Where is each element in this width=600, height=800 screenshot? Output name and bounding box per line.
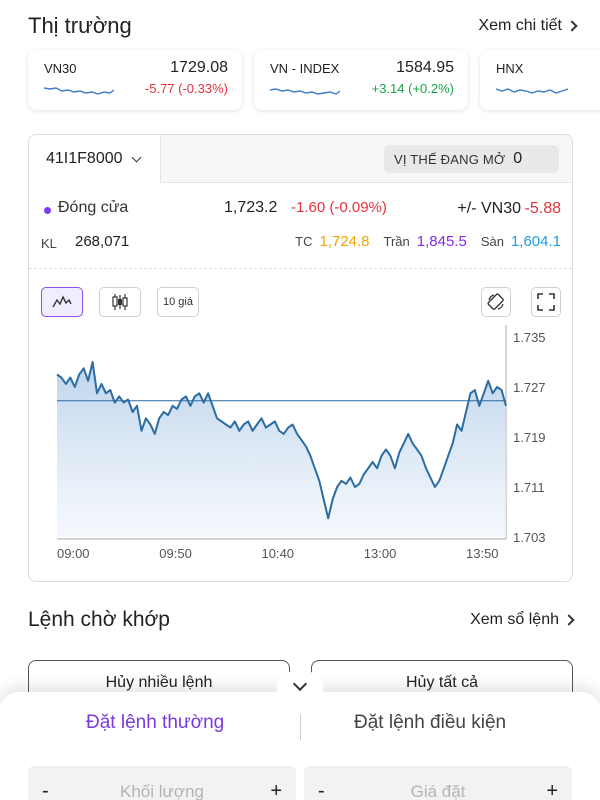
open-position-badge: VỊ THẾ ĐANG MỞ 0 bbox=[384, 145, 559, 173]
quantity-minus-button[interactable]: - bbox=[42, 780, 49, 800]
index-card-vn30[interactable]: VN30 1729.08 -5.77 (-0.33%) bbox=[28, 50, 242, 110]
price-range-row: KL 268,071 TC 1,724.8 Trần 1,845.5 Sàn 1… bbox=[41, 233, 561, 255]
pending-orders-title: Lệnh chờ khớp bbox=[28, 608, 170, 631]
market-header: Thị trường Xem chi tiết bbox=[28, 10, 578, 42]
rotate-screen-button[interactable] bbox=[481, 287, 511, 317]
floor-label: Sàn bbox=[480, 234, 504, 249]
depth-10-label: 10 giá bbox=[163, 296, 193, 308]
price-line bbox=[56, 361, 507, 520]
open-position-label: VỊ THẾ ĐANG MỞ bbox=[394, 151, 506, 167]
market-title: Thị trường bbox=[28, 13, 132, 38]
vn30-diff-label: +/- VN30 bbox=[457, 200, 521, 217]
quantity-plus-button[interactable]: + bbox=[270, 780, 282, 800]
candlestick-button[interactable] bbox=[99, 287, 141, 317]
depth-10-button[interactable]: 10 giá bbox=[157, 287, 199, 317]
x-tick-labels: 09:00 09:50 10:40 13:00 13:50 bbox=[57, 546, 499, 561]
chevron-right-icon bbox=[563, 614, 575, 626]
symbol-label: 41I1F8000 bbox=[46, 150, 123, 167]
sparkline-icon bbox=[496, 88, 568, 94]
close-label: Đóng cửa bbox=[58, 199, 129, 216]
price-area bbox=[57, 362, 506, 537]
index-name: VN30 bbox=[44, 61, 77, 76]
order-book-label: Xem sổ lệnh bbox=[470, 611, 559, 628]
vn30-diff-value: -5.88 bbox=[524, 200, 561, 217]
y-tick-label: 1.719 bbox=[513, 430, 546, 445]
chart-toolbar: 10 giá bbox=[41, 287, 561, 317]
tab-normal-order[interactable]: Đặt lệnh thường bbox=[86, 712, 225, 733]
index-change: +3.14 (+0.2%) bbox=[371, 81, 454, 96]
index-card-row[interactable]: VN30 1729.08 -5.77 (-0.33%) VN - INDEX 1… bbox=[28, 50, 600, 112]
line-chart-button[interactable] bbox=[41, 287, 83, 317]
index-card-hnx[interactable]: HNX bbox=[480, 50, 600, 110]
fullscreen-icon bbox=[537, 293, 555, 311]
floor-value: 1,604.1 bbox=[510, 233, 561, 250]
x-tick-label: 09:00 bbox=[57, 546, 90, 561]
index-name: VN - INDEX bbox=[270, 61, 340, 76]
fullscreen-button[interactable] bbox=[531, 287, 561, 317]
volume-label: KL bbox=[41, 236, 57, 251]
price-placeholder: Giá đặt bbox=[410, 782, 466, 800]
index-change: -5.77 (-0.33%) bbox=[144, 81, 228, 96]
price-plus-button[interactable]: + bbox=[546, 780, 558, 800]
tab-conditional-order[interactable]: Đặt lệnh điều kiện bbox=[354, 712, 507, 733]
order-book-link[interactable]: Xem sổ lệnh bbox=[470, 611, 575, 629]
ref-value: 1,724.8 bbox=[319, 233, 370, 250]
market-more-link[interactable]: Xem chi tiết bbox=[478, 17, 578, 35]
price-levels: TC 1,724.8 Trần 1,845.5 Sàn 1,604.1 bbox=[295, 233, 561, 250]
ref-label: TC bbox=[295, 234, 313, 249]
ceiling-value: 1,845.5 bbox=[416, 233, 467, 250]
x-tick-label: 13:00 bbox=[364, 546, 397, 561]
order-type-tabs: Đặt lệnh thường Đặt lệnh điều kiện bbox=[0, 708, 600, 744]
price-minus-button[interactable]: - bbox=[318, 780, 325, 800]
contract-card: 41I1F8000 VỊ THẾ ĐANG MỞ 0 Đóng cửa 1,72… bbox=[28, 134, 573, 582]
index-price: 1729.08 bbox=[170, 59, 228, 76]
close-dot-icon bbox=[44, 207, 51, 214]
volume-value: 268,071 bbox=[75, 233, 130, 250]
chevron-right-icon bbox=[566, 20, 578, 32]
chevron-down-icon bbox=[131, 152, 141, 162]
y-tick-label: 1.735 bbox=[513, 330, 546, 345]
ceiling-label: Trần bbox=[383, 234, 410, 249]
x-tick-label: 09:50 bbox=[159, 546, 192, 561]
y-tick-labels: 1.735 1.727 1.719 1.711 1.703 bbox=[513, 330, 546, 545]
price-stepper[interactable]: - Giá đặt + bbox=[304, 766, 572, 800]
price-chart[interactable]: 1.735 1.727 1.719 1.711 1.703 09:00 09:50 10:4… bbox=[29, 325, 574, 565]
chevron-down-icon bbox=[292, 676, 308, 692]
market-more-label: Xem chi tiết bbox=[478, 17, 562, 34]
sparkline-icon bbox=[270, 88, 340, 95]
pending-orders-header: Lệnh chờ khớp Xem sổ lệnh bbox=[28, 604, 575, 636]
quantity-placeholder: Khối lượng bbox=[120, 782, 204, 800]
index-name: HNX bbox=[496, 61, 524, 76]
candlestick-icon bbox=[112, 294, 128, 310]
close-change: -1.60 (-0.09%) bbox=[291, 199, 387, 216]
quantity-stepper[interactable]: - Khối lượng + bbox=[28, 766, 296, 800]
index-price: 1584.95 bbox=[396, 59, 454, 76]
x-tick-label: 13:50 bbox=[466, 546, 499, 561]
x-tick-label: 10:40 bbox=[262, 546, 295, 561]
open-position-value: 0 bbox=[513, 150, 523, 167]
contract-toolbar: 41I1F8000 VỊ THẾ ĐANG MỞ 0 bbox=[29, 135, 572, 183]
rotate-screen-icon bbox=[487, 293, 504, 310]
line-chart-icon bbox=[52, 295, 72, 308]
collapse-sheet-button[interactable] bbox=[277, 672, 323, 700]
close-price-row: Đóng cửa 1,723.2 -1.60 (-0.09%) +/- VN30… bbox=[41, 199, 561, 221]
index-card-vnindex[interactable]: VN - INDEX 1584.95 +3.14 (+0.2%) bbox=[254, 50, 468, 110]
y-tick-label: 1.727 bbox=[513, 380, 546, 395]
y-tick-label: 1.703 bbox=[513, 530, 546, 545]
cancel-all-label: Hủy tất cả bbox=[405, 674, 479, 691]
cancel-many-label: Hủy nhiều lệnh bbox=[105, 674, 213, 691]
y-tick-label: 1.711 bbox=[513, 480, 545, 495]
tab-divider bbox=[300, 714, 301, 740]
close-price: 1,723.2 bbox=[224, 199, 278, 216]
symbol-select[interactable]: 41I1F8000 bbox=[29, 135, 161, 183]
sparkline-icon bbox=[44, 87, 114, 95]
divider bbox=[29, 268, 572, 269]
